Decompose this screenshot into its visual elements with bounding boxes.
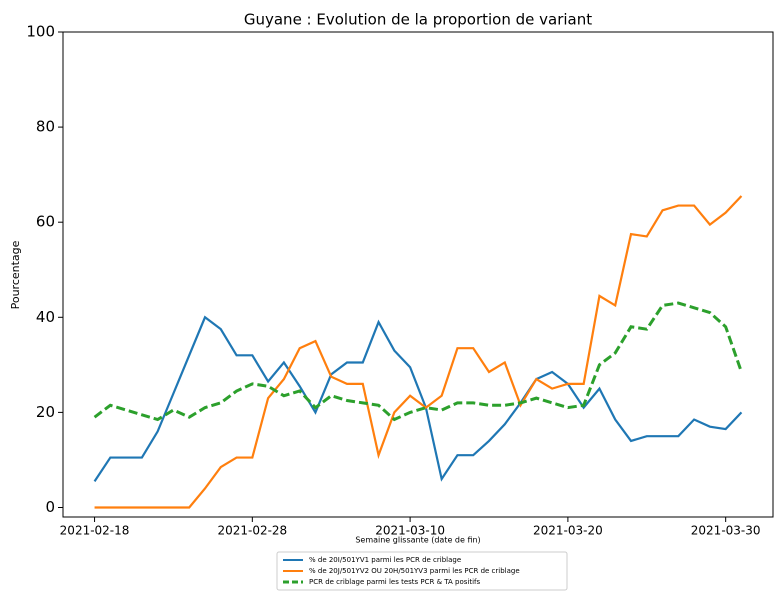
y-tick-label: 80 [36,118,55,136]
series-line [93,301,743,422]
y-tick-label: 20 [36,403,55,421]
legend-label: % de 20J/501YV2 OU 20H/501YV3 parmi les … [309,567,520,575]
series-line [93,315,743,482]
x-tick-label: 2021-03-30 [691,524,761,538]
y-tick-label: 40 [36,308,55,326]
x-axis-label: Semaine glissante (date de fin) [355,536,480,545]
x-tick-label: 2021-03-10 [375,524,445,538]
x-tick-label: 2021-02-28 [217,524,287,538]
series-line [94,195,743,509]
legend-label: % de 20I/501YV1 parmi les PCR de criblag… [309,556,461,564]
y-tick-label: 60 [36,213,55,231]
x-tick-label: 2021-03-20 [533,524,603,538]
legend-box [276,551,568,591]
chart-title: Guyane : Evolution de la proportion de v… [244,11,592,29]
y-tick-label: 100 [26,23,55,41]
legend-label: PCR de criblage parmi les tests PCR & TA… [309,578,481,586]
x-tick-label: 2021-02-18 [60,524,130,538]
plot-frame [62,31,774,518]
y-tick-label: 0 [45,498,55,516]
y-axis-label: Pourcentage [9,240,22,309]
